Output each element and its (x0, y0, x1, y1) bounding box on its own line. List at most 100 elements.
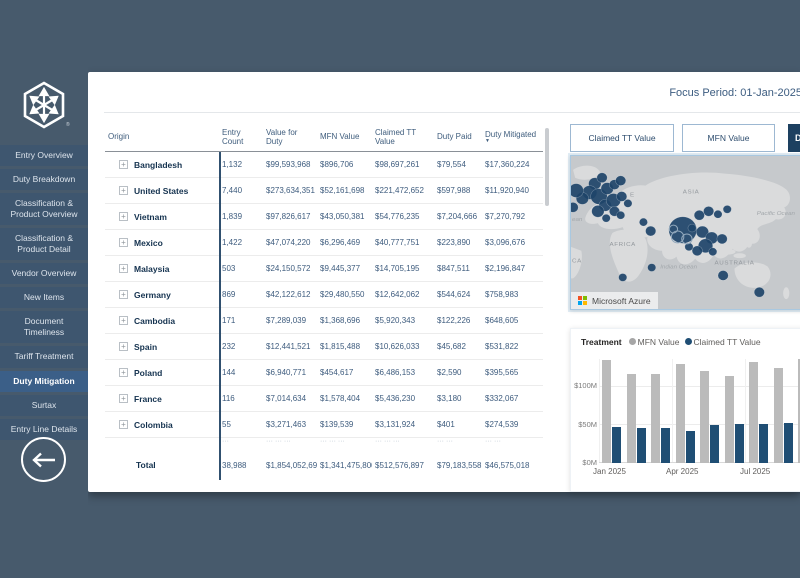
sidebar-item-entry-line-details[interactable]: Entry Line Details (0, 418, 88, 440)
expand-plus-icon[interactable]: + (119, 316, 128, 325)
table-row-france[interactable]: + France 116 $7,014,634 $1,578,404 $5,436,230… (105, 386, 543, 412)
expand-plus-icon[interactable]: + (119, 186, 128, 195)
mfn-value-filter[interactable]: MFN Value (682, 124, 775, 152)
expand-plus-icon[interactable]: + (119, 238, 128, 247)
expand-plus-icon[interactable]: + (119, 394, 128, 403)
claimed-tt-bar[interactable] (685, 430, 695, 463)
sidebar-item-tariff-treatment[interactable]: Tariff Treatment (0, 346, 88, 368)
mfn-bar[interactable] (700, 371, 709, 463)
table-row-cambodia[interactable]: + Cambodia 171 $7,289,039 $1,368,696 $5,920,3… (105, 308, 543, 334)
map-bubble[interactable] (623, 199, 633, 208)
legend-item-claimed[interactable]: Claimed TT Value (684, 337, 761, 347)
bar-group-jan-2025[interactable] (602, 360, 621, 463)
bar-group-sep-2025[interactable] (798, 358, 800, 463)
map-bubble[interactable] (691, 245, 703, 256)
map-bubble[interactable] (703, 206, 715, 217)
bar-group-apr-2025[interactable] (675, 364, 695, 463)
table-row-colombia[interactable]: + Colombia 55 $3,271,463 $139,539 $3,131,924 $… (105, 412, 543, 438)
map-bubble[interactable] (695, 225, 709, 239)
column-header-claimed-tt-value[interactable]: Claimed TT Value (375, 127, 417, 146)
claimed-tt-bar[interactable] (734, 423, 744, 463)
legend-item-mfn[interactable]: MFN Value (628, 337, 680, 347)
sidebar-item-new-items[interactable]: New Items (0, 287, 88, 309)
column-header-origin[interactable]: Origin (108, 132, 130, 141)
map-bubble[interactable] (571, 202, 579, 213)
sidebar-item-surtax[interactable]: Surtax (0, 394, 88, 416)
expand-plus-icon[interactable]: + (119, 290, 128, 299)
expand-plus-icon[interactable]: + (119, 342, 128, 351)
bar-group-may-2025[interactable] (700, 371, 719, 463)
map-bubble[interactable] (616, 191, 628, 202)
map-bubble[interactable] (639, 217, 648, 227)
table-row-germany[interactable]: + Germany 869 $42,122,612 $29,480,550 $12,642… (105, 282, 543, 308)
mfn-bar[interactable] (675, 364, 685, 463)
table-row-poland[interactable]: + Poland 144 $6,940,771 $454,617 $6,486,153 $2… (105, 360, 543, 386)
expand-plus-icon[interactable]: + (119, 264, 128, 273)
map-bubble[interactable] (591, 205, 605, 218)
table-row-malaysia[interactable]: + Malaysia 503 $24,150,572 $9,445,377 $14,705… (105, 256, 543, 282)
sidebar-item-vendor-overview[interactable]: Vendor Overview (0, 263, 88, 285)
column-header-mfn-value[interactable]: MFN Value (320, 132, 360, 141)
map-bubble[interactable] (708, 247, 718, 256)
map-bubble[interactable] (687, 223, 697, 233)
column-header-duty-paid[interactable]: Duty Paid (437, 132, 472, 141)
duty-filter-button[interactable]: D (788, 124, 800, 152)
sidebar-item-classification-product-detail[interactable]: Classification & Product Detail (0, 228, 88, 261)
table-row-mexico[interactable]: + Mexico 1,422 $47,074,220 $6,296,469 $40,777… (105, 230, 543, 256)
back-button[interactable] (21, 437, 66, 482)
map-bubble[interactable] (647, 263, 657, 272)
table-row-united-states[interactable]: + United States 7,440 $273,634,351 $52,161,6… (105, 178, 543, 204)
map-bubble[interactable] (596, 172, 608, 183)
sidebar-item-duty-breakdown[interactable]: Duty Breakdown (0, 169, 88, 191)
claimed-tt-bar[interactable] (636, 428, 646, 463)
map-bubble[interactable] (601, 213, 611, 223)
claimed-tt-bar[interactable] (661, 427, 670, 463)
map-bubble[interactable] (693, 210, 705, 221)
table-scrollbar[interactable] (545, 128, 549, 206)
map-bubble[interactable] (615, 175, 627, 186)
map-bubble[interactable] (616, 211, 626, 220)
column-header-duty-mitigated[interactable]: Duty Mitigated ▼ (482, 130, 543, 144)
bar-group-jun-2025[interactable] (724, 375, 744, 463)
mfn-bar[interactable] (602, 360, 611, 463)
expand-plus-icon[interactable]: + (119, 160, 128, 169)
bar-group-jul-2025[interactable] (749, 361, 768, 463)
map-bubble[interactable] (571, 183, 584, 198)
claimed-tt-bar[interactable] (759, 424, 768, 463)
map-bubble[interactable] (618, 273, 628, 282)
table-row-bangladesh[interactable]: + Bangladesh 1,132 $99,593,968 $896,706 $98,6… (105, 152, 543, 178)
mfn-bar[interactable] (651, 374, 660, 463)
mfn-bar[interactable] (749, 361, 758, 463)
mfn-bar[interactable] (724, 375, 734, 463)
table-row-spain[interactable]: + Spain 232 $12,441,521 $1,815,488 $10,626,03… (105, 334, 543, 360)
bar-group-aug-2025[interactable] (773, 368, 793, 463)
bar-group-mar-2025[interactable] (651, 374, 670, 463)
sidebar-item-document-timeliness[interactable]: Document Timeliness (0, 311, 88, 344)
claimed-tt-value-filter[interactable]: Claimed TT Value (570, 124, 674, 152)
mfn-bar[interactable] (626, 374, 636, 463)
expand-plus-icon[interactable]: + (119, 368, 128, 377)
claimed-tt-bar[interactable] (710, 425, 719, 463)
claimed-tt-bar[interactable] (783, 422, 793, 463)
map-bubble[interactable] (717, 270, 729, 281)
map-bubble[interactable] (753, 287, 765, 298)
expand-plus-icon[interactable]: + (119, 420, 128, 429)
map-bubble[interactable] (645, 225, 657, 237)
sidebar-item-duty-mitigation[interactable]: Duty Mitigation (0, 370, 88, 392)
column-header-entry-count[interactable]: Entry Count (222, 127, 244, 146)
azure-map-visual[interactable]: ASIA AFRICA AUSTRALIA Pacific Ocean Indian O… (570, 155, 800, 310)
claimed-tt-bar[interactable] (612, 426, 621, 463)
column-header-value-for-duty[interactable]: Value for Duty (266, 127, 298, 146)
bar-group-feb-2025[interactable] (626, 374, 646, 463)
map-bubble[interactable] (713, 210, 723, 219)
sidebar-item-classification-product-overview[interactable]: Classification & Product Overview (0, 193, 88, 226)
expand-plus-icon[interactable]: + (119, 212, 128, 221)
map-bubble[interactable] (722, 205, 732, 214)
mfn-bar[interactable] (798, 358, 800, 463)
table-row-vietnam[interactable]: + Vietnam 1,839 $97,826,617 $43,050,381 $54,7… (105, 204, 543, 230)
sidebar-item-entry-overview[interactable]: Entry Overview (0, 145, 88, 167)
map-bubble[interactable] (684, 242, 694, 252)
mfn-bar[interactable] (773, 368, 783, 463)
map-bubble[interactable] (716, 233, 728, 245)
treatment-chart-visual[interactable]: Treatment MFN Value Claimed TT Value $10… (570, 328, 800, 492)
